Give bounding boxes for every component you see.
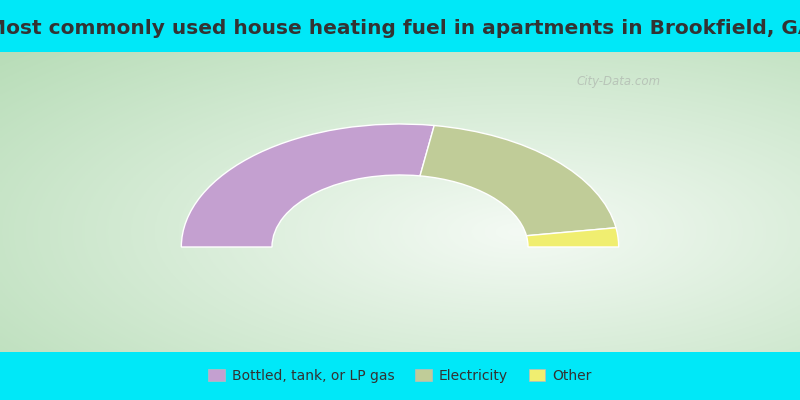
Wedge shape: [526, 228, 618, 247]
Text: City-Data.com: City-Data.com: [577, 76, 661, 88]
Legend: Bottled, tank, or LP gas, Electricity, Other: Bottled, tank, or LP gas, Electricity, O…: [202, 364, 598, 388]
Wedge shape: [182, 124, 434, 247]
Wedge shape: [420, 126, 616, 236]
Text: Most commonly used house heating fuel in apartments in Brookfield, GA: Most commonly used house heating fuel in…: [0, 19, 800, 38]
